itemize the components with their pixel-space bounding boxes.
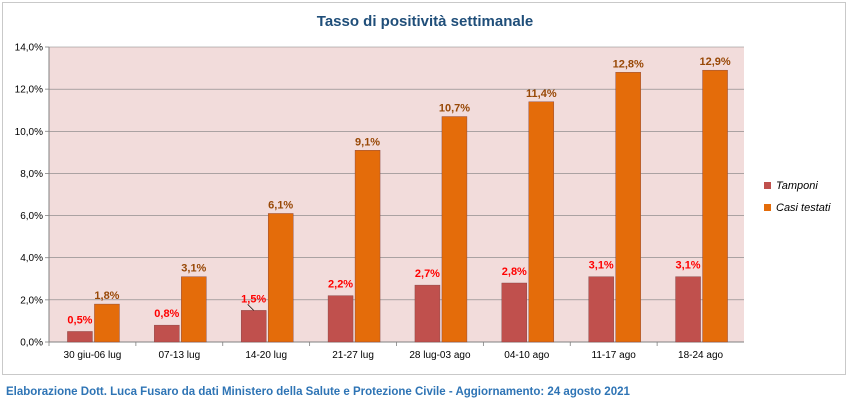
- bar-casi-testati: [615, 72, 641, 343]
- legend-swatch-tamponi: [764, 182, 771, 189]
- bar-tamponi: [327, 295, 354, 343]
- data-label-casi-testati: 6,1%: [268, 199, 293, 211]
- label-leader-line: [247, 304, 254, 311]
- data-label-tamponi: 2,7%: [415, 268, 440, 280]
- data-label-tamponi: 0,8%: [154, 308, 179, 320]
- bar-tamponi: [240, 310, 267, 343]
- y-tick-label: 14,0%: [15, 43, 43, 54]
- y-tick-label: 0,0%: [20, 338, 43, 349]
- legend-label-casi-testati: Casi testati: [776, 202, 831, 214]
- data-label-casi-testati: 11,4%: [526, 88, 557, 100]
- x-tick-label: 30 giu-06 lug: [64, 350, 122, 361]
- legend-swatch-casi-testati: [764, 204, 771, 211]
- bar-casi-testati: [354, 150, 381, 343]
- data-label-tamponi: 2,8%: [502, 266, 527, 278]
- bar-casi-testati: [441, 116, 468, 343]
- y-tick-label: 4,0%: [20, 253, 43, 264]
- y-tick-label: 2,0%: [20, 295, 43, 306]
- y-tick-label: 12,0%: [15, 85, 43, 96]
- bar-tamponi: [501, 282, 528, 343]
- x-tick-label: 28 lug-03 ago: [409, 350, 471, 361]
- y-tick-label: 8,0%: [20, 169, 43, 180]
- bar-casi-testati: [94, 303, 120, 343]
- legend-label-tamponi: Tamponi: [776, 180, 818, 192]
- bar-tamponi: [414, 284, 441, 343]
- bar-tamponi: [588, 276, 614, 343]
- x-tick-label: 14-20 lug: [245, 350, 287, 361]
- data-label-tamponi: 0,5%: [67, 314, 92, 326]
- data-label-casi-testati: 9,1%: [355, 136, 380, 148]
- data-label-casi-testati: 1,8%: [94, 290, 119, 302]
- bar-tamponi: [154, 324, 180, 343]
- x-tick-label: 18-24 ago: [678, 350, 723, 361]
- data-label-tamponi: 3,1%: [676, 260, 701, 272]
- bar-casi-testati: [702, 69, 728, 343]
- bar-casi-testati: [181, 276, 207, 343]
- x-tick-label: 04-10 ago: [504, 350, 549, 361]
- data-label-casi-testati: 3,1%: [181, 263, 206, 275]
- bar-casi-testati: [528, 101, 555, 343]
- bar-chart: 0,0% 2,0% 4,0% 6,0% 8,0% 10,0% 12,0% 14,0% 30 gi…: [15, 43, 831, 362]
- data-label-casi-testati: 10,7%: [439, 103, 470, 115]
- x-tick-label: 21-27 lug: [332, 350, 374, 361]
- y-tick-label: 6,0%: [20, 211, 43, 222]
- bar-tamponi: [675, 276, 701, 343]
- x-tick-label: 11-17 ago: [592, 350, 637, 361]
- chart-title: Tasso di positività settimanale: [316, 13, 534, 30]
- x-tick-label: 07-13 lug: [158, 350, 200, 361]
- data-label-tamponi: 2,2%: [328, 279, 353, 291]
- chart-frame: Tasso di positività settimanale 0,0% 2,0%…: [2, 2, 846, 375]
- data-label-casi-testati: 12,8%: [613, 58, 644, 70]
- y-tick-label: 10,0%: [15, 127, 43, 138]
- data-label-tamponi: 1,5%: [241, 293, 266, 305]
- data-label-casi-testati: 12,9%: [699, 56, 730, 68]
- data-label-tamponi: 3,1%: [589, 260, 614, 272]
- bar-tamponi: [67, 331, 93, 343]
- bar-casi-testati: [267, 213, 294, 343]
- source-credit: Elaborazione Dott. Luca Fusaro da dati M…: [6, 386, 630, 398]
